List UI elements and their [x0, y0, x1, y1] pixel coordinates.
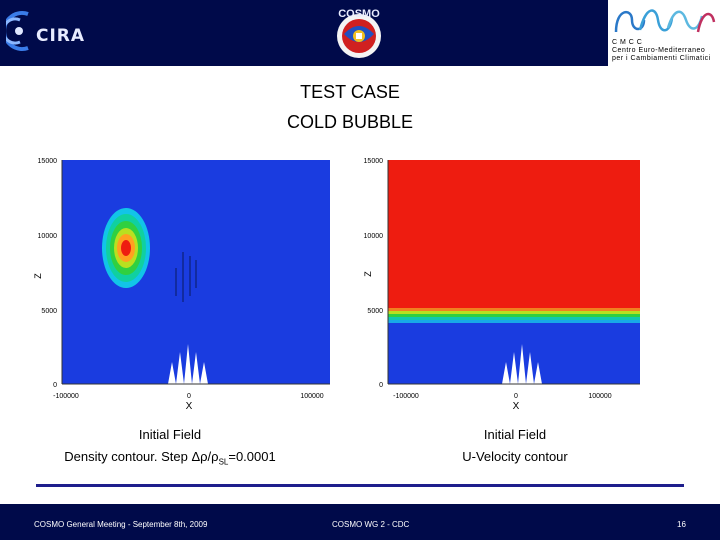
cmcc-line-2: Centro Euro-Mediterraneo: [612, 47, 706, 54]
footer-meeting-text: COSMO General Meeting - September 8th, 2…: [34, 520, 208, 529]
right-ytick-10000: 10000: [364, 233, 384, 240]
right-xtick-neg: -100000: [393, 393, 419, 400]
right-caption-line-1: Initial Field: [483, 427, 547, 442]
u-velocity-upper-region: [388, 160, 640, 316]
footer-group-text: COSMO WG 2 - CDC: [332, 520, 410, 529]
right-xtick-pos: 100000: [588, 393, 611, 400]
density-thin-lines: [175, 252, 197, 302]
right-caption: Initial Field U-Velocity contour: [410, 424, 620, 468]
cosmo-logo-text: COSMO: [338, 8, 380, 20]
cmcc-line-3: per i Cambiamenti Climatici: [612, 55, 711, 62]
left-xtick-zero: 0: [187, 393, 191, 400]
cmcc-logo: C M C C Centro Euro-Mediterraneo per i C…: [608, 0, 720, 66]
footer-bar: COSMO General Meeting - September 8th, 2…: [0, 504, 720, 540]
u-velocity-contour-plot: 15000 10000 5000 0 Z -100000 0 100000 X: [354, 156, 654, 419]
right-ytick-5000: 5000: [367, 308, 383, 315]
left-xtick-neg: -100000: [53, 393, 79, 400]
left-xlabel: X: [186, 401, 193, 412]
left-ytick-0: 0: [53, 382, 57, 389]
slide-title-line-1: TEST CASE: [300, 82, 400, 102]
slide-title-line-2: COLD BUBBLE: [286, 112, 414, 132]
cmcc-logo-text: C M C C Centro Euro-Mediterraneo per i C…: [612, 39, 711, 63]
left-ylabel: Z: [33, 273, 43, 279]
cmcc-waves-graphic: [614, 9, 716, 33]
right-ytick-15000: 15000: [364, 158, 384, 165]
right-xlabel: X: [513, 401, 520, 412]
cold-bubble-contours: [102, 208, 150, 288]
left-caption-line-2: Density contour. Step Δρ/ρSL=0.0001: [64, 449, 276, 467]
density-contour-plot: 15000 10000 5000 0 Z -100000 0 100000 X: [28, 156, 336, 419]
right-ytick-0: 0: [379, 382, 383, 389]
cira-logo-text: CIRA: [36, 26, 86, 46]
right-caption-line-2: U-Velocity contour: [462, 449, 568, 464]
u-velocity-shear-band: [388, 308, 640, 323]
right-ylabel: Z: [363, 271, 373, 277]
header-bar: CIRA COSMO C M C C Centro Euro-Mediterra…: [0, 0, 720, 66]
cosmo-logo: COSMO: [332, 4, 386, 62]
density-terrain-peaks: [168, 344, 208, 384]
left-ytick-15000: 15000: [38, 158, 58, 165]
footer-divider: [36, 484, 684, 487]
cira-logo: CIRA: [1, 8, 98, 54]
left-ytick-10000: 10000: [38, 233, 58, 240]
u-velocity-terrain-peaks: [502, 344, 542, 384]
left-caption: Initial Field Density contour. Step Δρ/ρ…: [30, 424, 310, 474]
page-number: 16: [677, 520, 686, 529]
left-xtick-pos: 100000: [300, 393, 323, 400]
left-ytick-5000: 5000: [41, 308, 57, 315]
left-caption-line-1: Initial Field: [138, 427, 202, 442]
cmcc-line-1: C M C C: [612, 39, 643, 46]
right-xtick-zero: 0: [514, 393, 518, 400]
